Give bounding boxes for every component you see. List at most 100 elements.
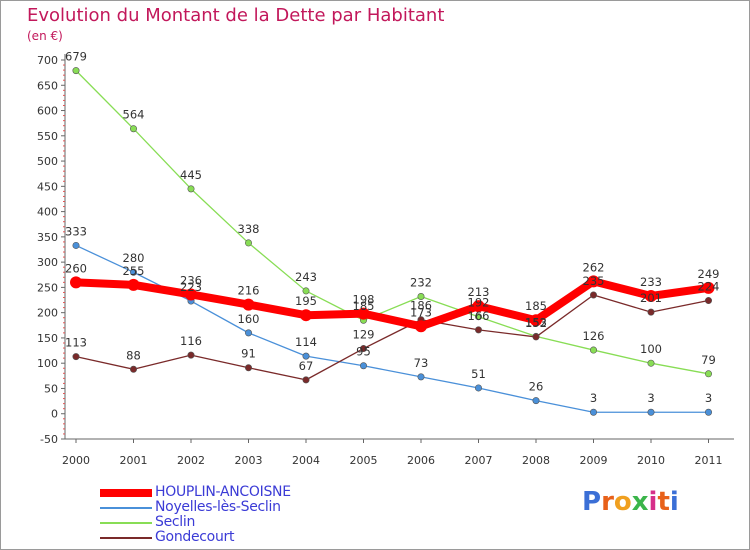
data-label: 262	[583, 260, 605, 274]
data-label: 79	[701, 353, 716, 367]
y-tick-label: 550	[37, 130, 58, 143]
data-label: 243	[295, 270, 317, 284]
data-label: 73	[414, 356, 429, 370]
data-point	[474, 326, 482, 334]
data-label: 114	[295, 335, 317, 349]
data-point	[357, 307, 370, 320]
data-label: 679	[65, 50, 87, 64]
data-label: 67	[299, 359, 314, 373]
data-point	[530, 314, 542, 327]
data-point	[589, 291, 597, 299]
series-line	[72, 277, 713, 331]
data-point	[589, 408, 597, 416]
data-point	[130, 125, 138, 133]
proxiti-logo: Proxiti	[582, 487, 679, 517]
data-point	[417, 373, 425, 381]
data-label: 91	[241, 347, 256, 361]
data-point	[72, 353, 80, 361]
data-point	[415, 320, 427, 333]
data-point	[242, 298, 255, 311]
data-point	[130, 268, 138, 276]
data-point	[72, 241, 80, 249]
data-label: 113	[65, 336, 87, 350]
data-point	[245, 329, 253, 337]
data-point	[300, 309, 312, 322]
y-tick-label: 350	[37, 231, 58, 244]
data-point	[359, 345, 367, 353]
y-tick-label: 200	[37, 307, 58, 320]
chart-unit-label: (en €)	[27, 29, 63, 43]
data-point	[302, 287, 310, 295]
data-point	[532, 397, 540, 405]
data-point	[127, 278, 140, 291]
data-point	[587, 275, 600, 288]
data-label: 213	[468, 285, 490, 299]
data-label: 445	[180, 168, 202, 182]
data-point	[704, 408, 712, 416]
data-label: 116	[180, 334, 202, 348]
data-label: 160	[238, 312, 260, 326]
data-label: 186	[410, 299, 432, 313]
series-line	[75, 69, 710, 375]
legend-swatch	[100, 522, 152, 524]
data-point	[474, 313, 482, 321]
data-point	[417, 292, 425, 300]
x-tick-label: 2008	[522, 454, 550, 467]
data-point	[187, 351, 195, 359]
y-tick-label: 450	[37, 180, 58, 193]
data-label: 3	[590, 391, 597, 405]
data-point	[702, 281, 715, 294]
data-label: 185	[525, 299, 547, 313]
y-tick-label: 650	[37, 79, 58, 92]
data-label: 3	[705, 391, 712, 405]
data-label: 260	[65, 261, 87, 275]
y-tick-label: -50	[40, 433, 58, 446]
data-point	[704, 297, 712, 305]
data-point	[187, 185, 195, 193]
data-label: 192	[468, 296, 490, 310]
data-point	[472, 300, 485, 313]
data-label: 129	[353, 328, 375, 342]
legend-swatch	[100, 489, 152, 497]
data-point	[647, 408, 655, 416]
legend-label: Seclin	[155, 514, 196, 530]
y-tick-label: 400	[37, 206, 58, 219]
y-tick-label: 250	[37, 281, 58, 294]
data-point	[302, 376, 310, 384]
data-label: 224	[698, 280, 720, 294]
data-label: 3	[647, 391, 654, 405]
x-tick-label: 2001	[120, 454, 148, 467]
legend-label: Gondecourt	[155, 529, 235, 545]
data-point	[647, 359, 655, 367]
data-point	[645, 289, 657, 302]
data-label: 51	[471, 367, 486, 381]
data-label: 100	[640, 342, 662, 356]
y-tick-label: 600	[37, 105, 58, 118]
data-label: 126	[583, 329, 605, 343]
x-tick-label: 2010	[637, 454, 665, 467]
data-label: 249	[698, 267, 720, 281]
y-tick-label: 50	[44, 382, 58, 395]
data-point	[359, 362, 367, 370]
legend-swatch	[100, 507, 152, 509]
x-tick-label: 2005	[350, 454, 378, 467]
data-label: 280	[123, 251, 145, 265]
data-point	[532, 333, 540, 341]
y-tick-label: 300	[37, 256, 58, 269]
data-label: 233	[640, 275, 662, 289]
data-label: 201	[640, 291, 662, 305]
x-tick-label: 2011	[695, 454, 723, 467]
data-label: 166	[468, 309, 490, 323]
x-tick-label: 2004	[292, 454, 320, 467]
data-label: 338	[238, 222, 260, 236]
data-point	[130, 365, 138, 373]
data-label: 26	[529, 380, 544, 394]
series-line	[75, 244, 710, 413]
data-point	[72, 67, 80, 75]
data-label: 216	[238, 284, 260, 298]
y-tick-label: 100	[37, 357, 58, 370]
x-tick-label: 2000	[62, 454, 90, 467]
data-label: 255	[123, 264, 145, 278]
chart-title: Evolution du Montant de la Dette par Hab…	[27, 5, 445, 26]
